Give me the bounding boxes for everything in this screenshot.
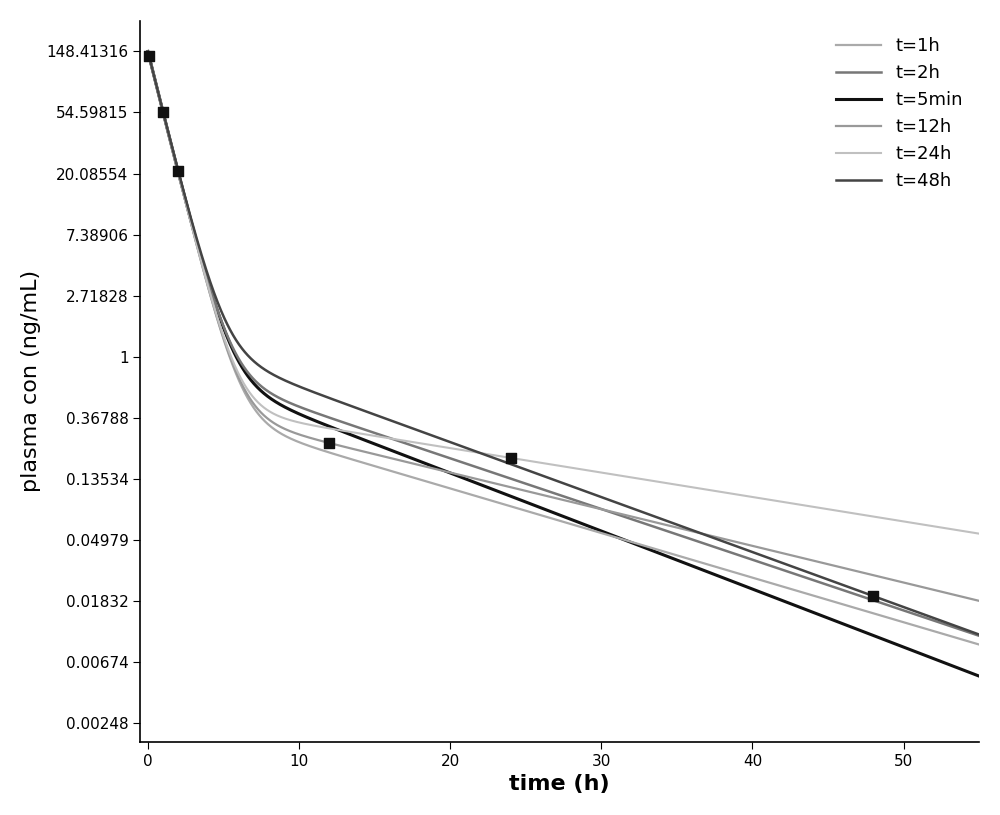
t=1h <box>973 640 985 650</box>
Point <box>141 50 157 63</box>
t=1h <box>949 632 961 642</box>
Y-axis label: plasma con (ng/mL): plasma con (ng/mL) <box>21 271 41 492</box>
t=2h <box>184 214 196 223</box>
t=1h <box>546 513 558 523</box>
Point <box>321 437 337 450</box>
t=48h <box>796 566 808 575</box>
Line: t=48h: t=48h <box>148 51 979 635</box>
t=1h <box>949 632 961 642</box>
Point <box>155 106 171 119</box>
Line: t=2h: t=2h <box>148 51 979 636</box>
Line: t=12h: t=12h <box>148 51 979 601</box>
t=5min <box>949 662 961 672</box>
Line: t=24h: t=24h <box>148 51 979 534</box>
t=1h <box>524 507 536 517</box>
Point <box>865 589 881 602</box>
t=2h <box>973 631 985 641</box>
t=24h <box>796 500 808 510</box>
Point <box>170 165 186 178</box>
Line: t=1h: t=1h <box>148 51 979 645</box>
t=2h <box>949 623 961 632</box>
t=5min <box>949 662 961 672</box>
t=12h <box>142 46 154 56</box>
t=48h <box>949 621 961 631</box>
t=5min <box>142 46 154 56</box>
t=5min <box>796 603 808 613</box>
Line: t=5min: t=5min <box>148 51 979 676</box>
t=48h <box>184 211 196 221</box>
t=2h <box>796 571 808 581</box>
t=48h <box>973 630 985 640</box>
t=48h <box>524 466 536 476</box>
t=48h <box>142 46 154 56</box>
t=48h <box>949 621 961 631</box>
t=5min <box>546 507 558 517</box>
t=24h <box>184 215 196 225</box>
t=2h <box>142 46 154 56</box>
t=24h <box>973 529 985 539</box>
Point <box>503 452 519 465</box>
t=5min <box>524 499 536 509</box>
t=12h <box>796 553 808 563</box>
t=24h <box>949 525 961 535</box>
t=48h <box>546 474 558 484</box>
t=12h <box>524 487 536 497</box>
t=2h <box>546 487 558 497</box>
t=24h <box>546 460 558 469</box>
t=24h <box>142 46 154 56</box>
t=1h <box>142 46 154 56</box>
t=12h <box>973 596 985 606</box>
t=1h <box>184 215 196 225</box>
X-axis label: time (h): time (h) <box>509 774 610 794</box>
Legend: t=1h, t=2h, t=5min, t=12h, t=24h, t=48h: t=1h, t=2h, t=5min, t=12h, t=24h, t=48h <box>829 30 970 197</box>
t=2h <box>524 480 536 490</box>
t=24h <box>949 525 961 535</box>
t=24h <box>524 456 536 466</box>
t=1h <box>796 588 808 597</box>
t=12h <box>949 590 961 600</box>
t=12h <box>184 215 196 225</box>
t=5min <box>973 672 985 681</box>
t=12h <box>949 590 961 600</box>
t=5min <box>184 214 196 223</box>
t=12h <box>546 492 558 502</box>
t=2h <box>949 623 961 632</box>
